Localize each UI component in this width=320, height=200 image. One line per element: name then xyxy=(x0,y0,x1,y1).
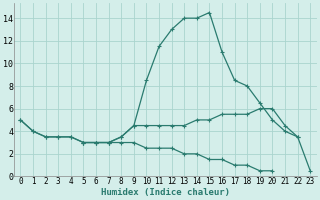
X-axis label: Humidex (Indice chaleur): Humidex (Indice chaleur) xyxy=(101,188,230,197)
